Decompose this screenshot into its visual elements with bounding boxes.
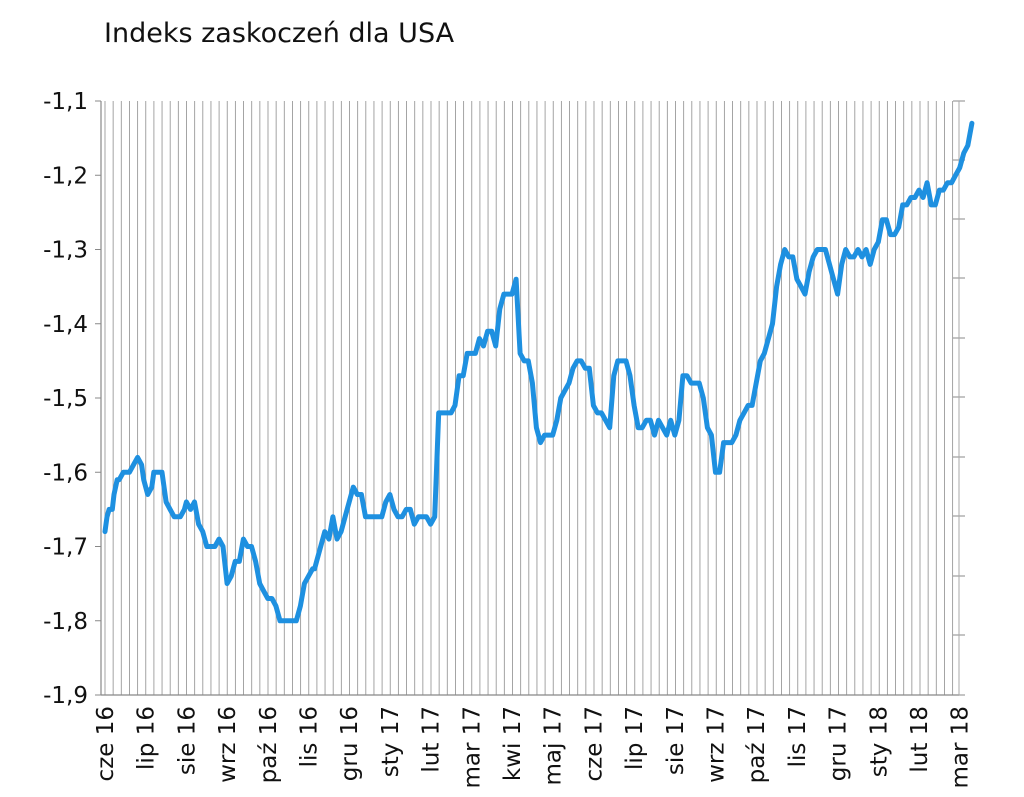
x-tick-labels: cze 16 lip 16 sie 16 wrz 16 paź 16 lis 16 gru …: [93, 706, 974, 789]
x-tick-label: cze 17: [581, 706, 607, 781]
y-tick-label: -1,1: [43, 89, 88, 115]
x-tick-label: lut 18: [907, 706, 933, 773]
x-tick-label: paź 16: [256, 706, 282, 783]
x-tick-label: lip 17: [622, 706, 648, 770]
x-tick-label: cze 16: [93, 706, 119, 781]
x-tick-label: sie 17: [663, 706, 689, 775]
y-tick-label: -1,6: [43, 460, 88, 486]
y-tick-label: -1,5: [43, 386, 88, 412]
x-tick-label: gru 16: [337, 706, 363, 781]
x-tick-label: gru 17: [826, 706, 852, 781]
y-tick-label: -1,7: [43, 535, 88, 561]
series-line: [102, 120, 975, 624]
x-tick-label: maj 17: [541, 706, 567, 785]
x-tick-label: lis 16: [297, 706, 323, 767]
x-tick-label: paź 17: [744, 706, 770, 783]
x-tick-label: wrz 16: [215, 706, 241, 783]
x-tick-label: sty 17: [378, 706, 404, 777]
chart-title: Indeks zaskoczeń dla USA: [104, 18, 455, 49]
vertical-gridlines: [104, 101, 954, 695]
y-tick-label: -1,2: [43, 163, 88, 189]
x-tick-label: mar 18: [948, 706, 974, 789]
x-tick-label: sty 18: [866, 706, 892, 777]
y-tick-label: -1,9: [43, 683, 88, 709]
x-tick-label: mar 17: [459, 706, 485, 789]
x-tick-label: kwi 17: [500, 706, 526, 781]
x-tick-label: lip 16: [134, 706, 160, 770]
x-tick-label: lut 17: [419, 706, 445, 773]
series-layer: [102, 120, 975, 624]
x-tick-label: lis 17: [785, 706, 811, 767]
x-tick-label: wrz 17: [704, 706, 730, 783]
y-tick-labels: -1,1 -1,2 -1,3 -1,4 -1,5 -1,6 -1,7 -1,8 -1,9: [43, 89, 101, 709]
y-tick-label: -1,8: [43, 609, 88, 635]
y-tick-label: -1,3: [43, 238, 88, 264]
x-tick-label: sie 16: [174, 706, 200, 775]
y-tick-label: -1,4: [43, 312, 88, 338]
